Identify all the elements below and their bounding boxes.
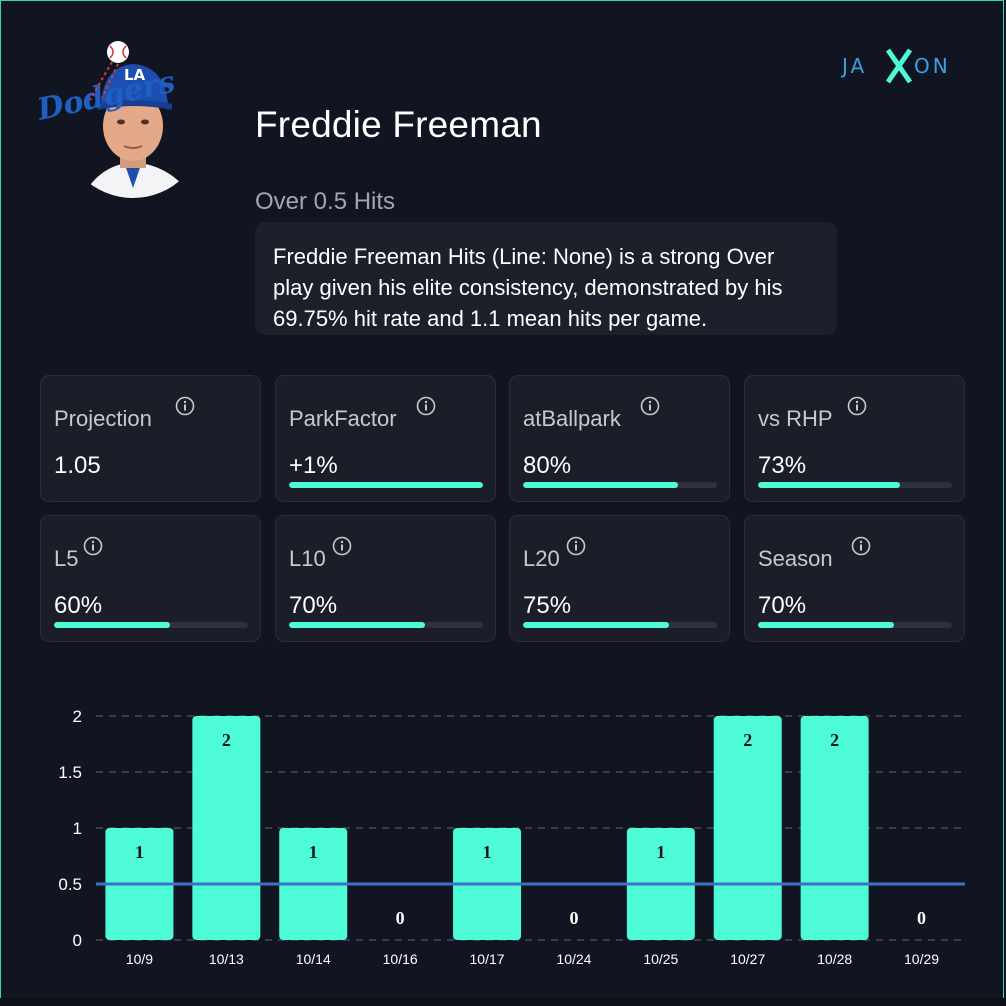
stat-label: vs RHP xyxy=(758,406,833,431)
bar-data-label: 0 xyxy=(569,908,578,928)
info-icon[interactable] xyxy=(416,396,436,416)
x-tick-label: 10/24 xyxy=(556,951,591,967)
stat-progress-track xyxy=(523,482,717,488)
stat-progress-fill xyxy=(523,622,669,628)
stat-progress-fill xyxy=(54,622,171,628)
info-icon[interactable] xyxy=(175,396,195,416)
summary-text: Freddie Freeman Hits (Line: None) is a s… xyxy=(273,244,783,331)
stat-progress-track xyxy=(758,622,952,628)
info-icon[interactable] xyxy=(847,396,867,416)
y-tick-label: 1.5 xyxy=(58,763,82,782)
stat-card-parkfactor: ParkFactor +1% xyxy=(275,375,496,502)
stat-label: L10 xyxy=(289,546,326,571)
bar-data-label: 1 xyxy=(483,842,492,862)
y-tick-label: 0 xyxy=(73,931,82,950)
stat-progress-fill xyxy=(523,482,679,488)
stat-value: 80% xyxy=(523,452,572,479)
x-tick-label: 10/27 xyxy=(730,951,765,967)
stat-value: 1.05 xyxy=(54,452,101,479)
stat-card-projection: Projection 1.05 xyxy=(40,375,261,502)
stat-progress-track xyxy=(289,482,483,488)
info-icon[interactable] xyxy=(83,536,103,556)
stat-progress-track xyxy=(758,482,952,488)
svg-text:ON: ON xyxy=(914,54,951,78)
stat-progress-fill xyxy=(758,622,894,628)
info-icon[interactable] xyxy=(566,536,586,556)
svg-text:JA: JA xyxy=(840,54,867,78)
bar-data-label: 2 xyxy=(743,730,752,750)
stat-label: Season xyxy=(758,546,833,571)
stat-value: 70% xyxy=(758,592,807,619)
stat-progress-track xyxy=(54,622,248,628)
stat-progress-fill xyxy=(758,482,900,488)
summary-box: Freddie Freeman Hits (Line: None) is a s… xyxy=(255,222,837,335)
x-tick-label: 10/16 xyxy=(383,951,418,967)
stat-value: 60% xyxy=(54,592,103,619)
stat-card-l10: L10 70% xyxy=(275,515,496,642)
x-tick-label: 10/28 xyxy=(817,951,852,967)
info-icon[interactable] xyxy=(332,536,352,556)
jaxon-logo: JA ON xyxy=(840,48,951,84)
stat-label: Projection xyxy=(54,406,152,431)
info-icon[interactable] xyxy=(640,396,660,416)
stat-card-season: Season 70% xyxy=(744,515,965,642)
stat-progress-track xyxy=(523,622,717,628)
stat-label: atBallpark xyxy=(523,406,621,431)
y-tick-label: 0.5 xyxy=(58,875,82,894)
x-tick-label: 10/29 xyxy=(904,951,939,967)
info-icon[interactable] xyxy=(851,536,871,556)
bar-data-label: 0 xyxy=(917,908,926,928)
stat-value: +1% xyxy=(289,452,338,479)
avatar-cap-logo: LA xyxy=(124,66,146,84)
stat-progress-fill xyxy=(289,482,483,488)
stat-progress-track xyxy=(289,622,483,628)
bar-data-label: 0 xyxy=(396,908,405,928)
x-tick-label: 10/17 xyxy=(470,951,505,967)
x-tick-label: 10/9 xyxy=(126,951,153,967)
y-tick-label: 1 xyxy=(73,819,82,838)
stat-label: ParkFactor xyxy=(289,406,397,431)
hits-bar-chart: 0 0.5 1 1.5 2 1 10/9 2 10/13 1 10/14 0 10/16 1 10/17 0 1… xyxy=(58,707,965,967)
stat-card-l20: L20 75% xyxy=(509,515,730,642)
stat-label: L5 xyxy=(54,546,79,571)
player-avatar: Dodgers LA xyxy=(38,41,205,198)
stat-card-vs-rhp: vs RHP 73% xyxy=(744,375,965,502)
player-name: Freddie Freeman xyxy=(255,104,542,145)
bar-data-label: 1 xyxy=(135,842,144,862)
bottom-strip xyxy=(0,998,1006,1006)
bar-data-label: 1 xyxy=(656,842,665,862)
bar-data-label: 2 xyxy=(830,730,839,750)
stat-value: 75% xyxy=(523,592,572,619)
stat-value: 73% xyxy=(758,452,807,479)
stat-label: L20 xyxy=(523,546,560,571)
x-tick-label: 10/14 xyxy=(296,951,331,967)
stat-card-atballpark: atBallpark 80% xyxy=(509,375,730,502)
x-tick-label: 10/13 xyxy=(209,951,244,967)
y-tick-label: 2 xyxy=(73,707,82,726)
prop-line: Over 0.5 Hits xyxy=(255,188,396,215)
stat-value: 70% xyxy=(289,592,338,619)
stat-progress-fill xyxy=(289,622,425,628)
stat-card-l5: L5 60% xyxy=(40,515,261,642)
bar-data-label: 1 xyxy=(309,842,318,862)
bar-data-label: 2 xyxy=(222,730,231,750)
x-tick-label: 10/25 xyxy=(643,951,678,967)
